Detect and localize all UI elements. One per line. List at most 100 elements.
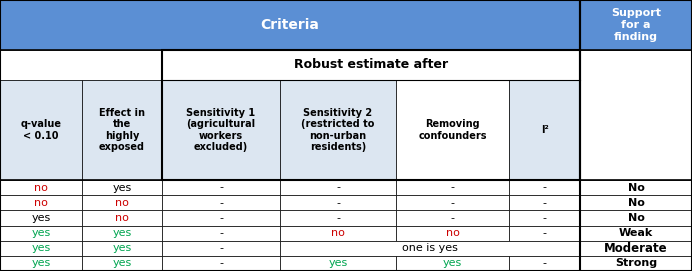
Text: yes: yes [112, 259, 131, 268]
Text: yes: yes [31, 243, 51, 253]
Bar [396, 180, 509, 195]
Text: -: - [336, 198, 340, 208]
Text: Effect in
the
highly
exposed: Effect in the highly exposed [99, 108, 145, 152]
Text: yes: yes [31, 259, 51, 268]
Text: No: No [628, 198, 644, 208]
Bar [162, 50, 580, 80]
Bar [580, 210, 692, 225]
Text: one is yes: one is yes [402, 243, 458, 253]
Bar [580, 241, 692, 256]
Text: Robust estimate after: Robust estimate after [294, 59, 448, 72]
Text: Support
for a
finding: Support for a finding [611, 8, 661, 42]
Bar [82, 195, 162, 210]
Text: -: - [450, 213, 455, 223]
Bar [509, 256, 580, 271]
Text: -: - [219, 243, 223, 253]
Bar [0, 210, 82, 225]
Bar [82, 241, 162, 256]
Text: yes: yes [112, 243, 131, 253]
Bar [509, 195, 580, 210]
Bar [280, 180, 396, 195]
Text: Weak: Weak [619, 228, 653, 238]
Bar [162, 180, 280, 195]
Bar [580, 256, 692, 271]
Bar [280, 241, 580, 256]
Text: -: - [543, 259, 547, 268]
Bar [162, 225, 280, 241]
Text: No: No [628, 213, 644, 223]
Bar [396, 210, 509, 225]
Text: Criteria: Criteria [261, 18, 320, 32]
Bar [509, 180, 580, 195]
Text: Moderate: Moderate [604, 242, 668, 255]
Text: no: no [331, 228, 345, 238]
Text: yes: yes [112, 228, 131, 238]
Bar [162, 50, 580, 180]
Text: no: no [34, 198, 48, 208]
Text: no: no [446, 228, 459, 238]
Text: No: No [628, 183, 644, 193]
Bar [580, 195, 692, 210]
Text: q-value
< 0.10: q-value < 0.10 [21, 119, 62, 141]
Bar [280, 225, 396, 241]
Bar [0, 225, 82, 241]
Bar [0, 195, 82, 210]
Bar [580, 50, 692, 80]
Bar [396, 256, 509, 271]
Text: -: - [543, 228, 547, 238]
Bar [580, 50, 692, 180]
Text: yes: yes [31, 213, 51, 223]
Bar [0, 0, 580, 50]
Text: I²: I² [540, 125, 548, 135]
Bar [280, 80, 396, 180]
Text: -: - [219, 259, 223, 268]
Bar [162, 80, 280, 180]
Text: -: - [450, 198, 455, 208]
Bar [509, 210, 580, 225]
Text: Removing
confounders: Removing confounders [418, 119, 486, 141]
Bar [0, 50, 162, 80]
Bar [162, 256, 280, 271]
Bar [580, 225, 692, 241]
Text: -: - [336, 183, 340, 193]
Text: no: no [34, 183, 48, 193]
Text: Strong: Strong [615, 259, 657, 268]
Bar [162, 210, 280, 225]
Bar [0, 80, 82, 180]
Bar [396, 195, 509, 210]
Text: -: - [219, 213, 223, 223]
Bar [580, 180, 692, 195]
Text: yes: yes [329, 259, 347, 268]
Text: -: - [543, 213, 547, 223]
Bar [162, 241, 280, 256]
Bar [280, 210, 396, 225]
Bar [280, 195, 396, 210]
Text: yes: yes [112, 183, 131, 193]
Text: yes: yes [31, 228, 51, 238]
Bar [509, 80, 580, 180]
Bar [396, 80, 509, 180]
Bar [0, 241, 82, 256]
Text: yes: yes [443, 259, 462, 268]
Bar [509, 225, 580, 241]
Text: Sensitivity 1
(agricultural
workers
excluded): Sensitivity 1 (agricultural workers excl… [186, 108, 255, 152]
Text: -: - [336, 213, 340, 223]
Bar [82, 225, 162, 241]
Text: -: - [219, 183, 223, 193]
Text: -: - [219, 198, 223, 208]
Text: -: - [543, 198, 547, 208]
Bar [162, 195, 280, 210]
Text: -: - [543, 183, 547, 193]
Bar [0, 256, 82, 271]
Bar [0, 180, 82, 195]
Bar [396, 225, 509, 241]
Text: -: - [219, 228, 223, 238]
Bar [82, 180, 162, 195]
Text: -: - [450, 183, 455, 193]
Text: no: no [115, 213, 129, 223]
Bar [580, 0, 692, 50]
Text: no: no [115, 198, 129, 208]
Bar [82, 210, 162, 225]
Bar [280, 256, 396, 271]
Bar [82, 80, 162, 180]
